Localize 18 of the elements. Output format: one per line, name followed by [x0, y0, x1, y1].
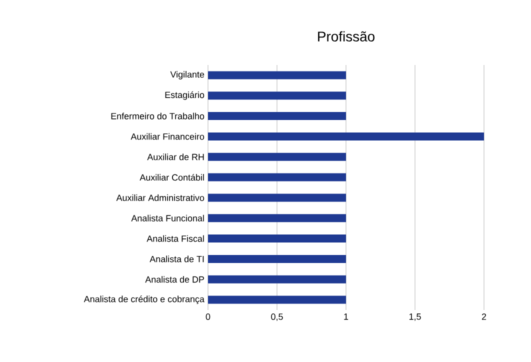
y-tick-label: Estagiário: [165, 91, 204, 100]
y-tick-label: Analista de TI: [150, 256, 204, 262]
y-tick-label: Analista de DP: [145, 276, 204, 283]
y-tick-label: Analista de crédito e cobrança: [84, 296, 204, 304]
y-tick-label: Auxiliar Financeiro: [130, 133, 204, 140]
x-tick-label: 1: [344, 314, 348, 320]
y-tick-label: Auxiliar Administrativo: [116, 194, 204, 202]
y-tick-label: Analista Funcional: [131, 214, 204, 222]
y-tick-label: Analista Fiscal: [146, 235, 204, 242]
y-tick-label: Enfermeiro do Trabalho: [111, 112, 204, 120]
y-tick-label: Auxiliar de RH: [147, 154, 204, 160]
x-tick-label: 1,5: [409, 314, 421, 321]
y-tick-label: Vigilante: [170, 71, 204, 80]
x-tick-label: 0,5: [271, 314, 283, 321]
y-tick-label: Auxiliar Contábil: [140, 174, 204, 181]
x-tick-label: 0: [206, 314, 210, 320]
chart-title: Profissão: [318, 31, 374, 42]
x-tick-label: 2: [482, 314, 486, 320]
